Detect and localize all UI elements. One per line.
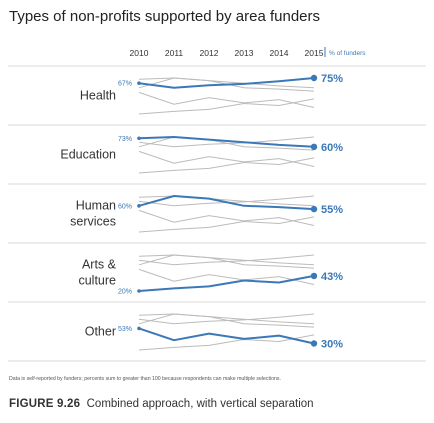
start-point	[137, 326, 141, 331]
panel-other: Other 53% 30%	[8, 313, 426, 362]
start-point	[137, 81, 141, 86]
end-point	[310, 74, 318, 82]
context-line	[138, 216, 315, 233]
context-line	[138, 334, 315, 351]
start-value-label: 20%	[118, 289, 132, 296]
category-label: Other	[85, 325, 116, 339]
end-point	[310, 143, 318, 151]
end-value-label: 43%	[321, 271, 343, 283]
figure-number: FIGURE 9.26	[9, 398, 81, 410]
context-line	[138, 150, 315, 167]
start-point	[137, 204, 141, 208]
chart-title: Types of non-profits supported by area f…	[9, 8, 321, 25]
year-tick-label: 2010	[130, 48, 149, 58]
category-label: Health	[80, 89, 116, 103]
year-tick-label: 2011	[165, 48, 184, 58]
start-value-label: 53%	[118, 326, 132, 333]
end-value-label: 75%	[321, 73, 343, 85]
highlight-line	[138, 195, 315, 211]
end-value-label: 60%	[321, 142, 343, 154]
year-tick-label: 2012	[200, 48, 219, 58]
context-line	[138, 136, 315, 151]
start-value-label: 67%	[118, 81, 132, 88]
context-line	[138, 98, 315, 115]
footnote: Data is self-reported by funders; percen…	[9, 376, 281, 382]
unit-label: % of funders	[329, 50, 366, 57]
end-value-label: 55%	[321, 204, 343, 216]
highlight-line	[138, 327, 315, 345]
context-line	[138, 77, 315, 89]
context-line	[138, 268, 315, 285]
category-label: Arts &	[82, 258, 117, 272]
category-label: Human	[76, 199, 116, 213]
end-point	[310, 272, 318, 280]
figure-caption: FIGURE 9.26 Combined approach, with vert…	[9, 398, 314, 410]
start-point	[137, 136, 141, 141]
figure-caption-text: Combined approach, with vertical separat…	[86, 398, 314, 410]
context-line	[138, 313, 315, 325]
context-line	[138, 313, 315, 328]
highlight-line	[138, 77, 315, 89]
start-point	[137, 289, 141, 293]
category-label: culture	[78, 274, 116, 288]
year-tick-label: 2014	[270, 48, 289, 58]
context-line	[138, 195, 315, 207]
end-point	[310, 205, 318, 213]
context-line	[138, 91, 315, 108]
context-line	[138, 157, 315, 174]
category-label: services	[70, 215, 116, 229]
category-label: Education	[60, 148, 116, 162]
end-value-label: 30%	[321, 338, 343, 350]
start-value-label: 60%	[118, 203, 132, 210]
year-axis: 2010 2011 2012 2013 2014 2015	[130, 48, 324, 58]
highlight-line	[138, 274, 315, 292]
year-tick-label: 2015	[305, 48, 324, 58]
end-point	[310, 340, 318, 347]
small-multiples-chart: 2010 2011 2012 2013 2014 2015 % of funders He…	[8, 47, 426, 362]
start-value-label: 73%	[118, 136, 132, 143]
year-tick-label: 2013	[235, 48, 254, 58]
context-line	[138, 209, 315, 226]
highlight-line	[138, 136, 315, 148]
context-line	[138, 254, 315, 266]
context-line	[138, 254, 315, 269]
